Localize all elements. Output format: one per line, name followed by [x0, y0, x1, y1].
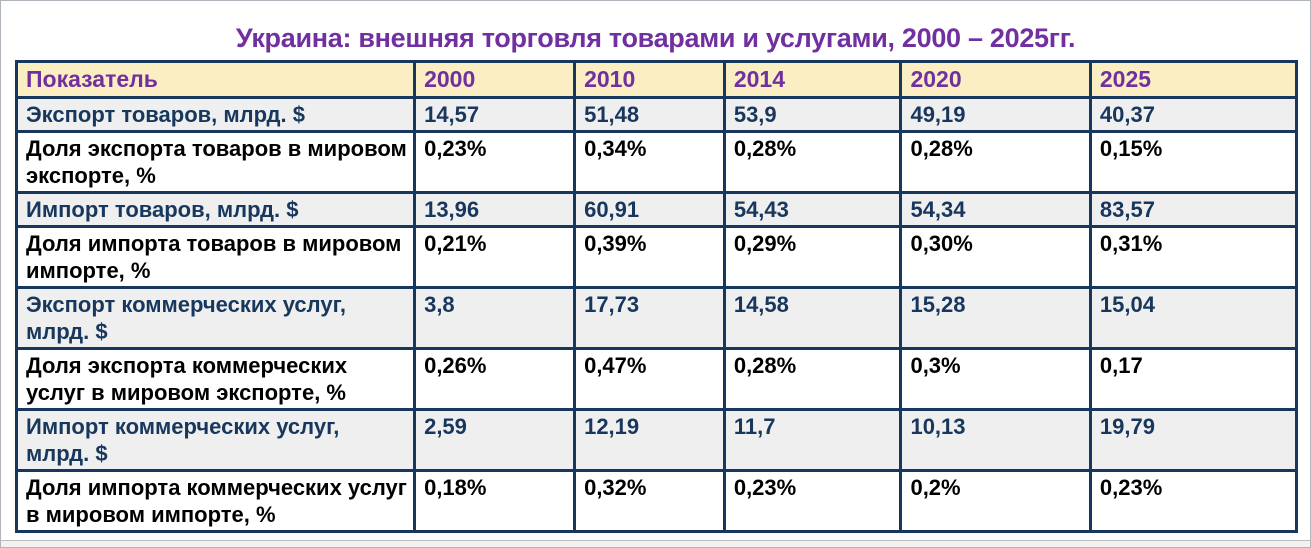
table-row: Экспорт товаров, млрд. $ 14,57 51,48 53,… [14, 96, 1299, 133]
cell-value: 0,2% [899, 469, 1092, 533]
cell-value: 0,23% [1088, 469, 1299, 533]
cell-value: 0,23% [722, 469, 903, 533]
table-row: Доля экспорта коммерческих услуг в миров… [14, 347, 1299, 411]
row-label: Импорт товаров, млрд. $ [14, 191, 417, 228]
trade-table: Показатель 2000 2010 2014 2020 2025 Эксп… [14, 60, 1299, 533]
cell-value: 13,96 [413, 191, 577, 228]
cell-value: 0,28% [722, 130, 903, 194]
cell-value: 0,23% [413, 130, 577, 194]
cell-value: 60,91 [573, 191, 726, 228]
cell-value: 0,21% [413, 225, 577, 289]
cell-value: 83,57 [1088, 191, 1299, 228]
cell-value: 0,32% [573, 469, 726, 533]
row-label: Импорт коммерческих услуг, млрд. $ [14, 408, 417, 472]
cell-value: 17,73 [573, 286, 726, 350]
cell-value: 40,37 [1088, 96, 1299, 133]
table-row: Экспорт коммерческих услуг, млрд. $ 3,8 … [14, 286, 1299, 350]
bottom-edge-strip [1, 540, 1310, 547]
cell-value: 0,26% [413, 347, 577, 411]
page-title: Украина: внешняя торговля товарами и усл… [235, 23, 1076, 53]
cell-value: 0,3% [899, 347, 1092, 411]
cell-value: 2,59 [413, 408, 577, 472]
row-label: Доля экспорта коммерческих услуг в миров… [14, 347, 417, 411]
column-header-2000: 2000 [413, 60, 577, 99]
cell-value: 54,34 [899, 191, 1092, 228]
column-header-2014: 2014 [722, 60, 903, 99]
cell-value: 0,15% [1088, 130, 1299, 194]
cell-value: 0,39% [573, 225, 726, 289]
cell-value: 15,04 [1088, 286, 1299, 350]
table-row: Доля экспорта товаров в мировом экспорте… [14, 130, 1299, 194]
row-label: Доля импорта товаров в мировом импорте, … [14, 225, 417, 289]
cell-value: 0,34% [573, 130, 726, 194]
cell-value: 15,28 [899, 286, 1092, 350]
cell-value: 0,29% [722, 225, 903, 289]
cell-value: 10,13 [899, 408, 1092, 472]
table-row: Импорт коммерческих услуг, млрд. $ 2,59 … [14, 408, 1299, 472]
column-header-2025: 2025 [1088, 60, 1299, 99]
cell-value: 12,19 [573, 408, 726, 472]
cell-value: 0,47% [573, 347, 726, 411]
row-label: Доля импорта коммерческих услуг в мирово… [14, 469, 417, 533]
column-header-2010: 2010 [573, 60, 726, 99]
cell-value: 0,30% [899, 225, 1092, 289]
table-row: Доля импорта коммерческих услуг в мирово… [14, 469, 1299, 533]
cell-value: 54,43 [722, 191, 903, 228]
header-row: Показатель 2000 2010 2014 2020 2025 [14, 60, 1299, 99]
table-row: Доля импорта товаров в мировом импорте, … [14, 225, 1299, 289]
cell-value: 0,28% [722, 347, 903, 411]
column-header-indicator: Показатель [14, 60, 417, 99]
cell-value: 0,28% [899, 130, 1092, 194]
cell-value: 19,79 [1088, 408, 1299, 472]
cell-value: 0,31% [1088, 225, 1299, 289]
row-label: Экспорт коммерческих услуг, млрд. $ [14, 286, 417, 350]
cell-value: 53,9 [722, 96, 903, 133]
cell-value: 14,58 [722, 286, 903, 350]
table-row: Импорт товаров, млрд. $ 13,96 60,91 54,4… [14, 191, 1299, 228]
column-header-2020: 2020 [899, 60, 1092, 99]
cell-value: 49,19 [899, 96, 1092, 133]
cell-value: 0,18% [413, 469, 577, 533]
row-label: Доля экспорта товаров в мировом экспорте… [14, 130, 417, 194]
row-label: Экспорт товаров, млрд. $ [14, 96, 417, 133]
cell-value: 51,48 [573, 96, 726, 133]
cell-value: 3,8 [413, 286, 577, 350]
cell-value: 0,17 [1088, 347, 1299, 411]
cell-value: 14,57 [413, 96, 577, 133]
cell-value: 11,7 [722, 408, 903, 472]
